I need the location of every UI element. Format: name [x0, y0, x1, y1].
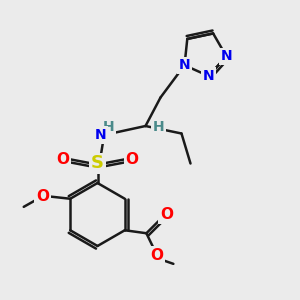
Text: N: N — [179, 58, 190, 72]
Text: O: O — [160, 207, 173, 222]
Text: N: N — [203, 69, 214, 83]
Text: H: H — [152, 120, 164, 134]
Text: N: N — [95, 128, 106, 142]
Text: O: O — [36, 189, 49, 204]
Text: S: S — [91, 154, 104, 172]
Text: O: O — [56, 152, 70, 166]
Text: N: N — [220, 50, 232, 63]
Text: O: O — [150, 248, 163, 263]
Text: O: O — [125, 152, 139, 166]
Text: H: H — [103, 120, 114, 134]
